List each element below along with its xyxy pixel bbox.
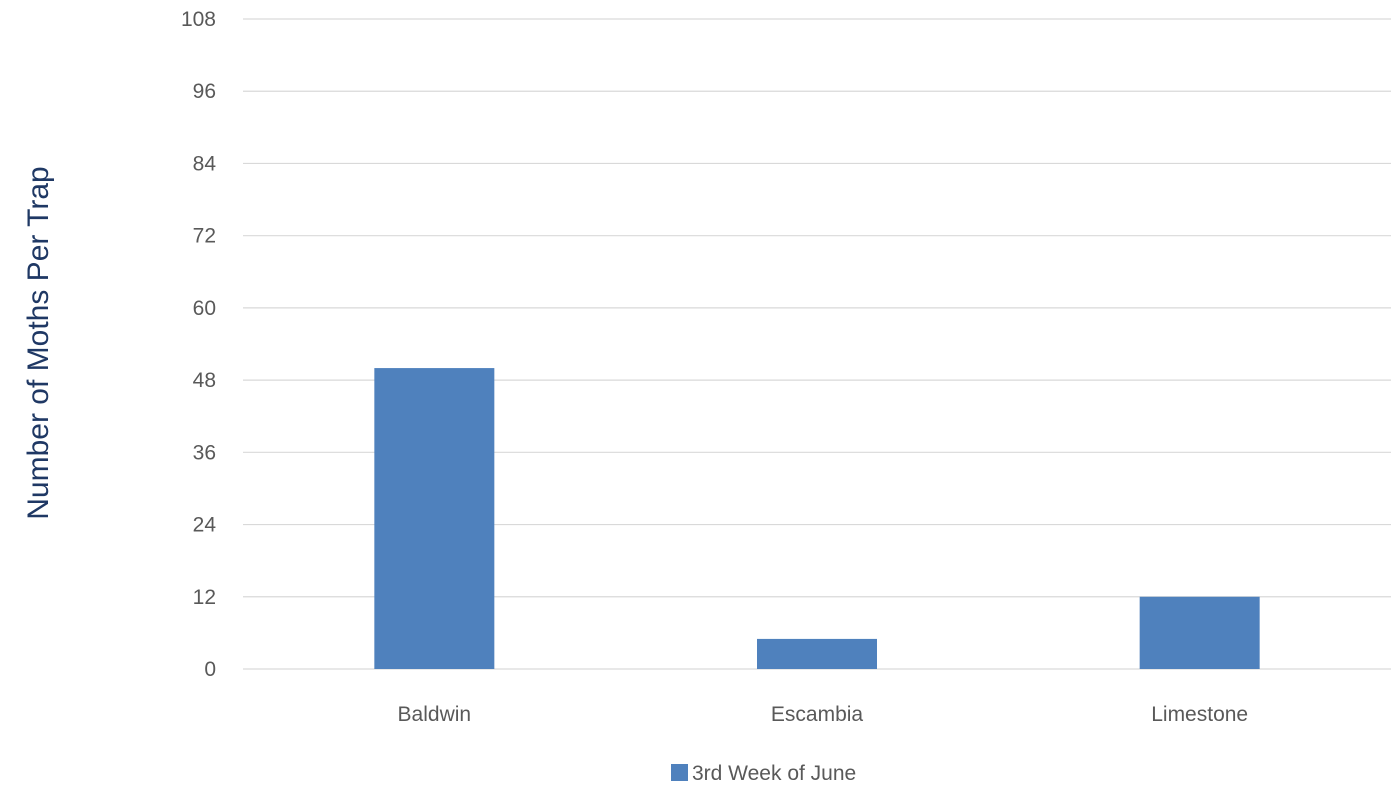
y-tick-label: 0	[204, 658, 216, 681]
x-tick-label: Limestone	[1151, 703, 1248, 726]
bars	[374, 368, 1260, 669]
x-tick-label: Escambia	[771, 703, 864, 726]
bar-baldwin	[374, 368, 495, 669]
y-tick-label: 60	[193, 297, 216, 320]
legend: 3rd Week of June	[671, 762, 856, 785]
y-tick-label: 36	[193, 441, 216, 464]
y-tick-label: 96	[193, 80, 216, 103]
y-tick-label: 84	[193, 152, 217, 175]
y-axis-ticks: 0 12 24 36 48 60 72 84 96 108	[181, 8, 216, 681]
bar-limestone	[1139, 596, 1260, 669]
legend-swatch	[671, 764, 688, 781]
y-tick-label: 72	[193, 225, 216, 248]
bar-escambia	[757, 638, 877, 669]
x-tick-label: Baldwin	[398, 703, 472, 726]
y-tick-label: 48	[193, 369, 216, 392]
y-tick-label: 24	[193, 514, 217, 537]
x-axis-ticks: Baldwin Escambia Limestone	[398, 703, 1249, 726]
y-tick-label: 108	[181, 8, 216, 31]
y-tick-label: 12	[193, 586, 216, 609]
legend-label: 3rd Week of June	[692, 762, 856, 785]
y-axis-title: Number of Moths Per Trap	[22, 166, 55, 519]
